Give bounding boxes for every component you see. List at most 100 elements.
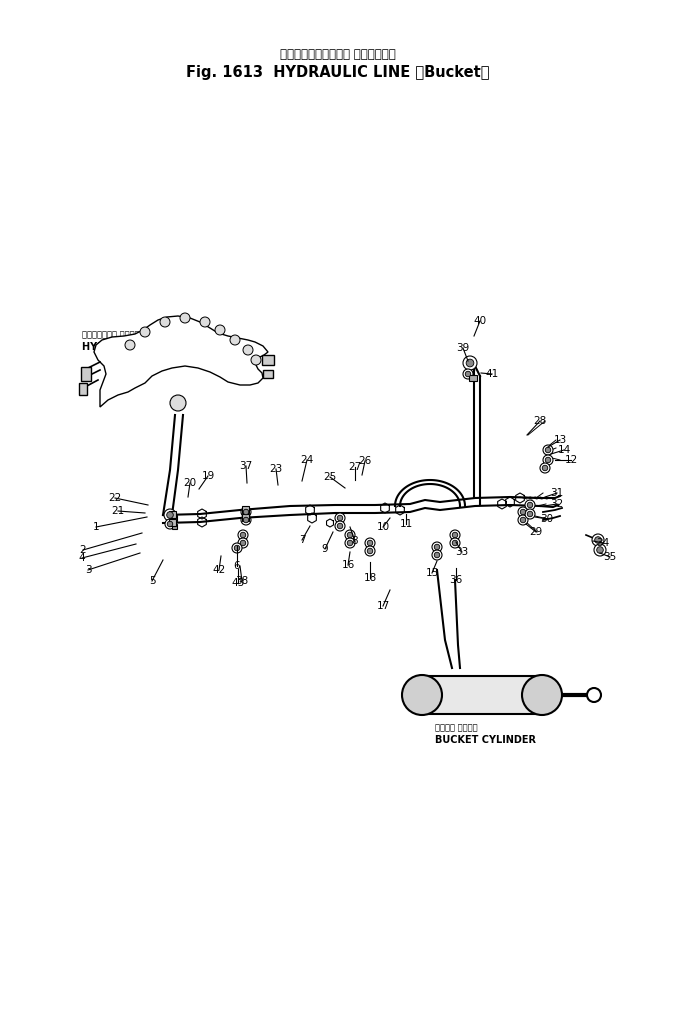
Circle shape: [545, 457, 551, 462]
Text: 20: 20: [183, 478, 196, 488]
Text: 24: 24: [301, 455, 313, 465]
Circle shape: [232, 543, 242, 554]
Circle shape: [140, 327, 150, 337]
Circle shape: [527, 511, 533, 517]
Text: 37: 37: [240, 461, 253, 472]
Text: 26: 26: [358, 456, 372, 466]
Text: 34: 34: [596, 538, 609, 548]
Circle shape: [335, 521, 345, 531]
Circle shape: [125, 340, 135, 350]
Text: ハイドロリック コントロール バルブ: ハイドロリック コントロール バルブ: [82, 330, 167, 339]
Text: 21: 21: [112, 506, 125, 516]
Circle shape: [594, 537, 601, 543]
Text: HYDRAULIC CONTROL VALVE: HYDRAULIC CONTROL VALVE: [82, 342, 237, 352]
Circle shape: [215, 325, 225, 335]
Text: 42: 42: [213, 565, 225, 575]
Text: 31: 31: [550, 488, 564, 498]
Text: バケット シリンダ: バケット シリンダ: [435, 724, 478, 733]
Bar: [79, 383, 87, 395]
Text: 13: 13: [553, 435, 567, 445]
Text: 32: 32: [550, 499, 564, 509]
Circle shape: [367, 540, 373, 545]
Circle shape: [450, 530, 460, 540]
Text: 3: 3: [85, 565, 91, 575]
Bar: [422, 676, 542, 714]
Circle shape: [466, 359, 474, 367]
Text: ハイドロリックライン （バケット）: ハイドロリックライン （バケット）: [280, 48, 396, 61]
Circle shape: [434, 544, 440, 549]
Bar: [169, 510, 175, 518]
Text: 30: 30: [540, 514, 554, 524]
Circle shape: [542, 465, 548, 470]
Bar: [171, 524, 177, 529]
Circle shape: [170, 395, 186, 411]
Circle shape: [452, 540, 458, 545]
Circle shape: [543, 455, 553, 465]
Circle shape: [365, 538, 375, 548]
Text: 11: 11: [399, 519, 412, 529]
Circle shape: [596, 546, 603, 554]
Text: 10: 10: [376, 522, 389, 532]
Text: 4: 4: [79, 554, 85, 563]
Text: 23: 23: [269, 464, 282, 474]
Circle shape: [522, 675, 562, 715]
Circle shape: [160, 317, 170, 327]
Circle shape: [518, 515, 528, 525]
Bar: [171, 515, 177, 521]
Bar: [242, 505, 248, 512]
Circle shape: [200, 317, 210, 327]
Circle shape: [592, 534, 604, 546]
Circle shape: [525, 509, 535, 519]
Circle shape: [167, 511, 173, 519]
Circle shape: [450, 538, 460, 548]
Circle shape: [463, 369, 473, 379]
Bar: [81, 367, 91, 381]
Text: 12: 12: [565, 455, 577, 465]
Circle shape: [463, 356, 477, 370]
Text: 8: 8: [351, 536, 358, 546]
Text: 6: 6: [234, 561, 240, 571]
Text: 27: 27: [349, 462, 362, 472]
Circle shape: [452, 532, 458, 538]
Circle shape: [520, 518, 526, 523]
Polygon shape: [94, 316, 268, 407]
Text: 19: 19: [201, 472, 215, 481]
Circle shape: [345, 530, 355, 540]
Circle shape: [434, 552, 440, 558]
Text: 9: 9: [322, 544, 328, 554]
Text: 40: 40: [473, 316, 487, 326]
Circle shape: [540, 463, 550, 473]
Text: 17: 17: [376, 601, 390, 611]
Circle shape: [238, 530, 248, 540]
Text: 39: 39: [456, 343, 470, 353]
Bar: [263, 370, 273, 378]
Text: 25: 25: [324, 472, 336, 482]
Text: 35: 35: [603, 552, 617, 562]
Text: 2: 2: [80, 545, 86, 555]
Text: 16: 16: [341, 560, 355, 570]
Text: 1: 1: [93, 522, 100, 532]
Circle shape: [230, 335, 240, 345]
Text: 36: 36: [450, 575, 462, 585]
Text: Fig. 1613  HYDRAULIC LINE （Bucket）: Fig. 1613 HYDRAULIC LINE （Bucket）: [186, 65, 489, 80]
Circle shape: [545, 447, 551, 453]
Text: 33: 33: [456, 547, 468, 557]
Text: 18: 18: [364, 573, 376, 583]
Circle shape: [347, 532, 353, 538]
Circle shape: [594, 544, 606, 556]
Circle shape: [234, 545, 240, 550]
Circle shape: [432, 550, 442, 560]
Text: 41: 41: [485, 369, 499, 379]
Circle shape: [337, 523, 343, 529]
Circle shape: [165, 519, 175, 529]
Text: 5: 5: [149, 576, 155, 586]
Text: 7: 7: [299, 535, 305, 545]
Circle shape: [337, 516, 343, 521]
Circle shape: [240, 532, 246, 538]
Text: 22: 22: [108, 493, 122, 503]
Circle shape: [251, 355, 261, 365]
Circle shape: [167, 522, 173, 527]
Bar: [262, 355, 274, 365]
Circle shape: [243, 518, 248, 523]
Circle shape: [241, 515, 251, 525]
